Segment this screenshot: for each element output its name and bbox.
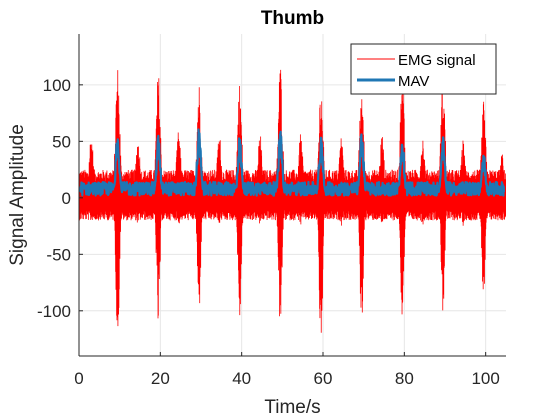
x-tick-label: 80 (395, 369, 414, 388)
legend-label-mav: MAV (398, 73, 429, 90)
x-tick-label: 0 (74, 369, 83, 388)
x-tick-label: 100 (471, 369, 499, 388)
y-tick-label: 100 (43, 76, 71, 95)
y-axis-label: Signal Amplitude (7, 124, 28, 266)
x-tick-label: 60 (314, 369, 333, 388)
legend-box (350, 43, 497, 95)
tick-labels: 0 20 40 60 80 100 -100 -50 0 50 100 (37, 76, 500, 388)
y-tick-label: -50 (46, 245, 71, 264)
y-tick-label: -100 (37, 302, 71, 321)
x-tick-label: 40 (232, 369, 251, 388)
plot-series (79, 69, 506, 333)
mav-line (79, 128, 506, 197)
legend-label-emg: EMG signal (398, 52, 476, 69)
x-tick-label: 20 (151, 369, 170, 388)
emg-signal-line (79, 69, 506, 333)
legend: EMG signal MAV (350, 43, 497, 95)
chart-title: Thumb (261, 8, 324, 29)
y-tick-label: 0 (62, 189, 71, 208)
y-tick-label: 50 (52, 132, 71, 151)
x-axis-label: Time/s (264, 397, 320, 418)
axes (78, 34, 506, 357)
